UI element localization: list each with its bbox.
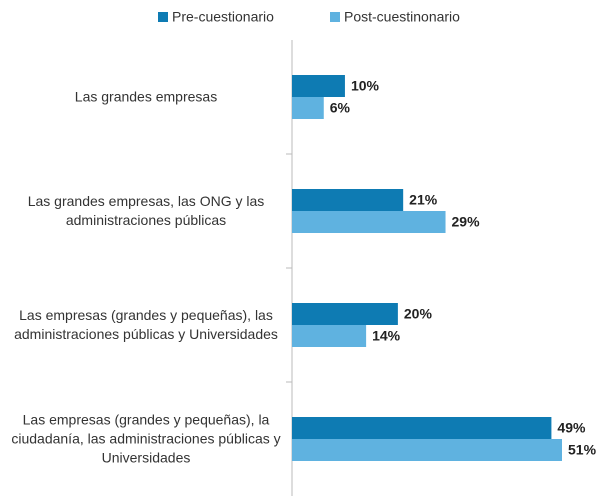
- category-label: Las empresas (grandes y pequeñas), la ci…: [11, 411, 281, 466]
- bar: [292, 211, 446, 233]
- category-label: Las empresas (grandes y pequeñas), las a…: [14, 307, 278, 342]
- bar: [292, 417, 552, 439]
- bar: [292, 189, 404, 211]
- value-label: 20%: [404, 306, 433, 322]
- value-label: 6%: [330, 100, 351, 116]
- value-label: 49%: [557, 420, 586, 436]
- legend-swatch: [330, 12, 340, 22]
- legend-label: Post-cuestinonario: [344, 9, 460, 25]
- value-label: 29%: [452, 214, 481, 230]
- bar: [292, 75, 345, 97]
- value-label: 14%: [372, 328, 401, 344]
- value-label: 10%: [351, 78, 380, 94]
- legend-label: Pre-cuestionario: [172, 9, 274, 25]
- bar: [292, 97, 324, 119]
- bar: [292, 439, 562, 461]
- legend-swatch: [158, 12, 168, 22]
- category-label: Las grandes empresas, las ONG y las admi…: [27, 193, 265, 228]
- value-label: 51%: [568, 442, 597, 458]
- category-label: Las grandes empresas: [74, 88, 218, 105]
- bar: [292, 325, 367, 347]
- value-label: 21%: [409, 192, 438, 208]
- bar: [292, 303, 398, 325]
